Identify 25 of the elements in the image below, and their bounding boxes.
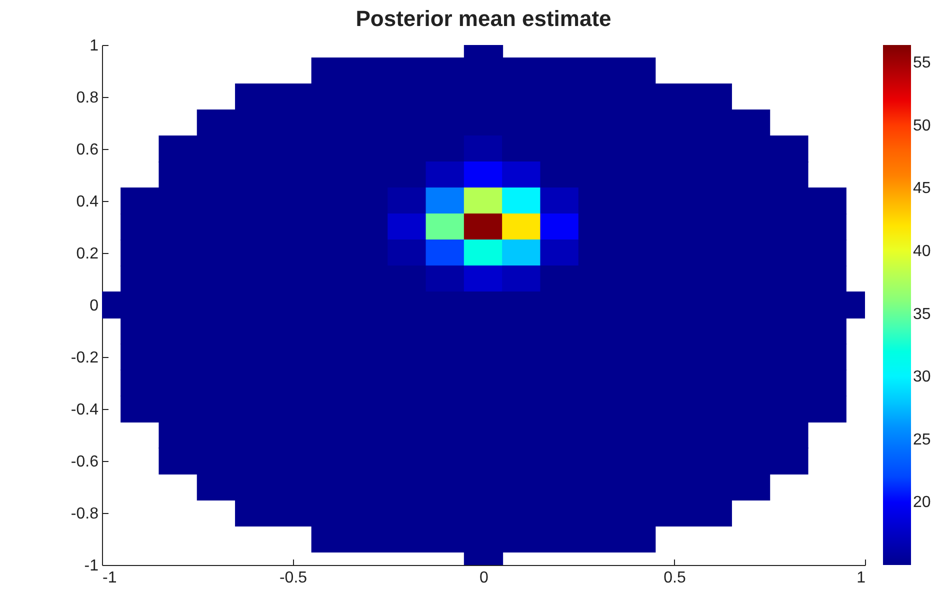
y-tick-label: 0.4 [76,194,99,210]
y-tick-label: 0 [90,298,99,314]
x-tick-label: -1 [102,570,117,586]
y-tick-label: -0.2 [70,350,99,366]
y-tick-label: -0.4 [70,402,99,418]
y-tick-label: 0.6 [76,142,99,158]
y-tick-label: -0.6 [70,454,99,470]
x-tick-label: 0 [480,570,489,586]
color-bar-label: 50 [913,117,931,134]
x-tick-label: 0.5 [664,570,686,586]
y-tick-label: 1 [90,38,99,54]
chart-title: Posterior mean estimate [356,6,612,31]
y-tick-label: -1 [84,558,99,574]
color-bar-label: 35 [913,306,931,323]
color-bar-label: 55 [913,54,931,72]
x-tick-label: -0.5 [279,570,308,586]
y-tick-label: 0.8 [76,90,99,106]
y-tick-label: -0.8 [70,506,99,522]
y-tick-label: 0.2 [76,246,99,262]
color-bar-label: 40 [913,242,931,260]
color-bar-label: 20 [913,494,931,512]
x-tick-label: 1 [856,570,866,586]
color-bar-label: 25 [913,431,931,448]
color-bar-label: 30 [913,368,931,386]
color-bar-label: 45 [913,180,931,198]
